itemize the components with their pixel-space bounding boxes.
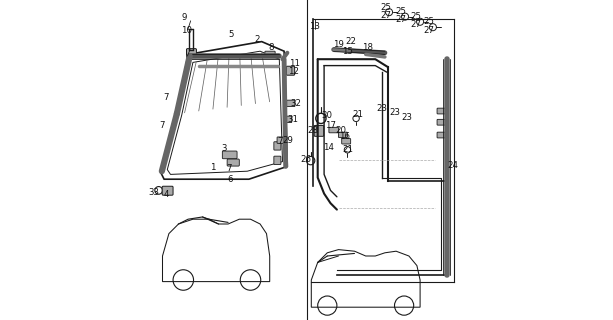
FancyBboxPatch shape [283, 116, 292, 123]
Text: 23: 23 [402, 113, 413, 122]
Text: 21: 21 [352, 110, 363, 119]
Text: 27: 27 [380, 11, 391, 20]
Text: 26: 26 [300, 155, 311, 164]
Text: 12: 12 [288, 67, 299, 76]
Text: 3: 3 [221, 144, 227, 153]
Text: 11: 11 [289, 59, 300, 68]
Text: 27: 27 [395, 15, 406, 24]
FancyBboxPatch shape [437, 119, 446, 125]
Text: 30: 30 [322, 111, 333, 120]
Text: 27: 27 [411, 20, 422, 29]
Text: 13: 13 [310, 22, 321, 31]
Text: 10: 10 [181, 26, 192, 35]
Text: 25: 25 [380, 3, 391, 12]
FancyBboxPatch shape [277, 137, 286, 143]
FancyBboxPatch shape [265, 51, 275, 57]
Text: 9: 9 [181, 13, 187, 22]
Text: 5: 5 [229, 30, 234, 39]
Text: 17: 17 [325, 121, 336, 130]
Text: 19: 19 [333, 40, 344, 49]
FancyBboxPatch shape [274, 142, 281, 150]
FancyBboxPatch shape [186, 49, 196, 58]
Text: 25: 25 [423, 17, 434, 26]
Text: 7: 7 [278, 137, 283, 146]
FancyBboxPatch shape [162, 186, 173, 195]
FancyBboxPatch shape [287, 100, 295, 107]
Text: 27: 27 [423, 26, 434, 35]
Text: 23: 23 [389, 108, 400, 117]
Text: 4: 4 [164, 190, 169, 199]
Text: 1: 1 [210, 164, 216, 172]
FancyBboxPatch shape [314, 125, 324, 136]
Text: 22: 22 [346, 37, 357, 46]
FancyBboxPatch shape [286, 66, 295, 75]
Text: 21: 21 [342, 145, 353, 154]
Text: 23: 23 [376, 104, 387, 113]
Text: 24: 24 [447, 161, 459, 170]
Text: 25: 25 [411, 12, 422, 21]
Text: 28: 28 [307, 126, 318, 135]
Text: 2: 2 [254, 35, 260, 44]
FancyBboxPatch shape [437, 132, 446, 138]
FancyBboxPatch shape [227, 159, 239, 166]
Text: 33: 33 [148, 188, 159, 197]
Text: 7: 7 [164, 93, 169, 102]
FancyBboxPatch shape [338, 132, 348, 138]
Text: 7: 7 [226, 164, 232, 173]
Text: 15: 15 [342, 47, 353, 56]
Text: 7: 7 [159, 121, 165, 130]
FancyBboxPatch shape [437, 108, 446, 114]
Text: 16: 16 [339, 132, 350, 141]
FancyBboxPatch shape [329, 127, 338, 133]
FancyBboxPatch shape [341, 139, 351, 144]
Text: 29: 29 [282, 136, 293, 145]
Text: 20: 20 [335, 126, 346, 135]
Text: 25: 25 [395, 7, 406, 16]
Text: 8: 8 [268, 43, 273, 52]
Text: 32: 32 [291, 99, 302, 108]
FancyBboxPatch shape [274, 156, 281, 164]
Text: 6: 6 [227, 175, 232, 184]
Text: 14: 14 [323, 143, 333, 152]
Text: 31: 31 [287, 115, 299, 124]
FancyBboxPatch shape [223, 151, 237, 159]
Text: 18: 18 [362, 43, 373, 52]
